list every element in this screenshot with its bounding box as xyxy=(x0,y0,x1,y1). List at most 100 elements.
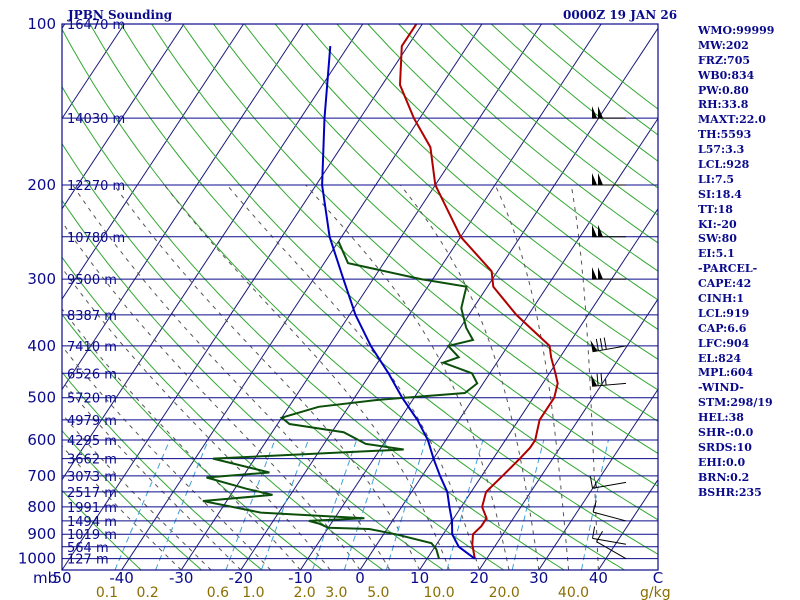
moist-adiabat xyxy=(62,445,182,570)
altitude-label: 2517 m xyxy=(67,486,117,501)
wind-barb xyxy=(589,476,627,489)
isotherm xyxy=(538,388,658,570)
mixing-ratio-label: 1.0 xyxy=(242,585,264,600)
index-line: BSHR:235 xyxy=(698,485,762,499)
temperature-tick-label: -40 xyxy=(109,569,134,587)
index-line: WB0:834 xyxy=(698,68,755,82)
mixing-ratio-line xyxy=(385,439,427,570)
temperature-tick-label: -10 xyxy=(288,569,313,587)
isotherm xyxy=(62,24,244,300)
pressure-tick-label: 400 xyxy=(27,337,56,355)
mixing-ratio-label: 5.0 xyxy=(367,585,389,600)
moist-adiabat xyxy=(305,184,510,570)
dry-adiabat xyxy=(274,24,658,360)
wind-barb xyxy=(592,500,627,522)
index-line: LI:7.5 xyxy=(698,172,735,186)
wind-barb xyxy=(591,373,627,387)
pressure-tick-label: 800 xyxy=(27,498,56,516)
altitude-label: 12270 m xyxy=(67,179,125,194)
mixing-ratio-line xyxy=(343,439,387,570)
temperature-tick-label: 50 xyxy=(52,569,71,587)
altitude-label: 8387 m xyxy=(67,309,117,324)
dry-adiabat xyxy=(182,24,658,454)
pressure-tick-label: 300 xyxy=(27,270,56,288)
mixing-ratio-line xyxy=(155,439,209,570)
dry-adiabat xyxy=(62,489,142,570)
index-line: EHI:0.0 xyxy=(698,455,746,469)
altitude-label: 14030 m xyxy=(67,112,125,127)
temperature-tick-label: 10 xyxy=(410,569,429,587)
dry-adiabat xyxy=(367,24,658,272)
index-line: SW:80 xyxy=(698,232,737,246)
indices-panel: WMO:99999 MW:202 FRZ:705 WB0:834 PW:0.80 RH:3… xyxy=(698,24,798,501)
index-line: LFC:904 xyxy=(698,336,750,350)
temperature-profile xyxy=(398,24,559,559)
altitude-label: 4979 m xyxy=(67,414,117,429)
altitude-label: 16470 m xyxy=(67,18,125,33)
index-line: RH:33.8 xyxy=(698,98,749,112)
dry-adiabat xyxy=(213,24,658,422)
temperature-tick-label: C xyxy=(653,569,663,587)
pressure-tick-label: 100 xyxy=(27,15,56,33)
station-title: JPBN Sounding xyxy=(68,8,173,22)
index-line: CINH:1 xyxy=(698,292,745,306)
isotherm xyxy=(62,24,125,120)
isotherm xyxy=(359,117,658,570)
pressure-tick-label: 500 xyxy=(27,389,56,407)
isotherm xyxy=(419,207,658,570)
moist-adiabat xyxy=(570,184,599,570)
index-line: -WIND- xyxy=(698,381,744,395)
pressure-tick-label: 700 xyxy=(27,467,56,485)
temperature-tick-label: 30 xyxy=(529,569,548,587)
isotherm xyxy=(478,298,658,570)
index-line: SHR-:0.0 xyxy=(698,426,754,440)
altitude-label: 9500 m xyxy=(67,273,117,288)
dry-adiabat xyxy=(243,24,658,391)
index-line: BRN:0.2 xyxy=(698,470,750,484)
mixing-ratio-line xyxy=(114,439,171,570)
moist-adiabat xyxy=(226,184,480,570)
pressure-tick-label: 200 xyxy=(27,176,56,194)
moist-adiabat xyxy=(62,380,242,570)
isotherm xyxy=(62,24,423,570)
mixing-ratio-label: 20.0 xyxy=(489,585,520,600)
index-line: FRZ:705 xyxy=(698,53,751,67)
mixing-ratio-line xyxy=(511,439,545,570)
mixing-ratio-label: 10.0 xyxy=(423,585,454,600)
moist-adiabat xyxy=(62,267,331,570)
index-line: -PARCEL- xyxy=(698,262,758,276)
index-line: MW:202 xyxy=(698,38,749,52)
temperature-tick-label: 0 xyxy=(355,569,365,587)
index-line: SRDS:10 xyxy=(698,440,752,454)
dry-adiabat xyxy=(62,313,323,570)
pressure-tick-label: 900 xyxy=(27,525,56,543)
temperature-tick-label: 20 xyxy=(470,569,489,587)
altitude-label: 3662 m xyxy=(67,453,117,468)
wind-barb xyxy=(592,224,626,238)
altitude-label: 1494 m xyxy=(67,515,117,530)
plot-area xyxy=(62,24,658,570)
altitude-label: 5720 m xyxy=(67,392,117,407)
index-line: SI:18.4 xyxy=(698,187,742,201)
isotherm xyxy=(240,24,602,570)
altitude-label: 1019 m xyxy=(67,528,117,543)
wind-barb xyxy=(592,267,626,280)
moist-adiabat xyxy=(494,184,570,570)
altitude-label: 127 m xyxy=(67,553,109,568)
dry-adiabat xyxy=(62,28,625,570)
dry-adiabat xyxy=(120,24,658,521)
altitude-label: 564 m xyxy=(67,541,109,556)
dry-adiabat xyxy=(62,199,444,570)
altitude-label: 7410 m xyxy=(67,340,117,355)
wind-barb xyxy=(592,172,626,186)
dry-adiabat xyxy=(62,256,384,570)
moist-adiabat xyxy=(62,413,212,570)
plot-frame xyxy=(61,23,659,571)
index-line: LCL:928 xyxy=(698,158,750,172)
mixing-ratio-label: 2.0 xyxy=(293,585,315,600)
dry-adiabat xyxy=(62,371,263,570)
index-line: EL:824 xyxy=(698,351,742,365)
dewpoint-profile xyxy=(202,240,479,559)
mixing-ratio-label: 3.0 xyxy=(325,585,347,600)
